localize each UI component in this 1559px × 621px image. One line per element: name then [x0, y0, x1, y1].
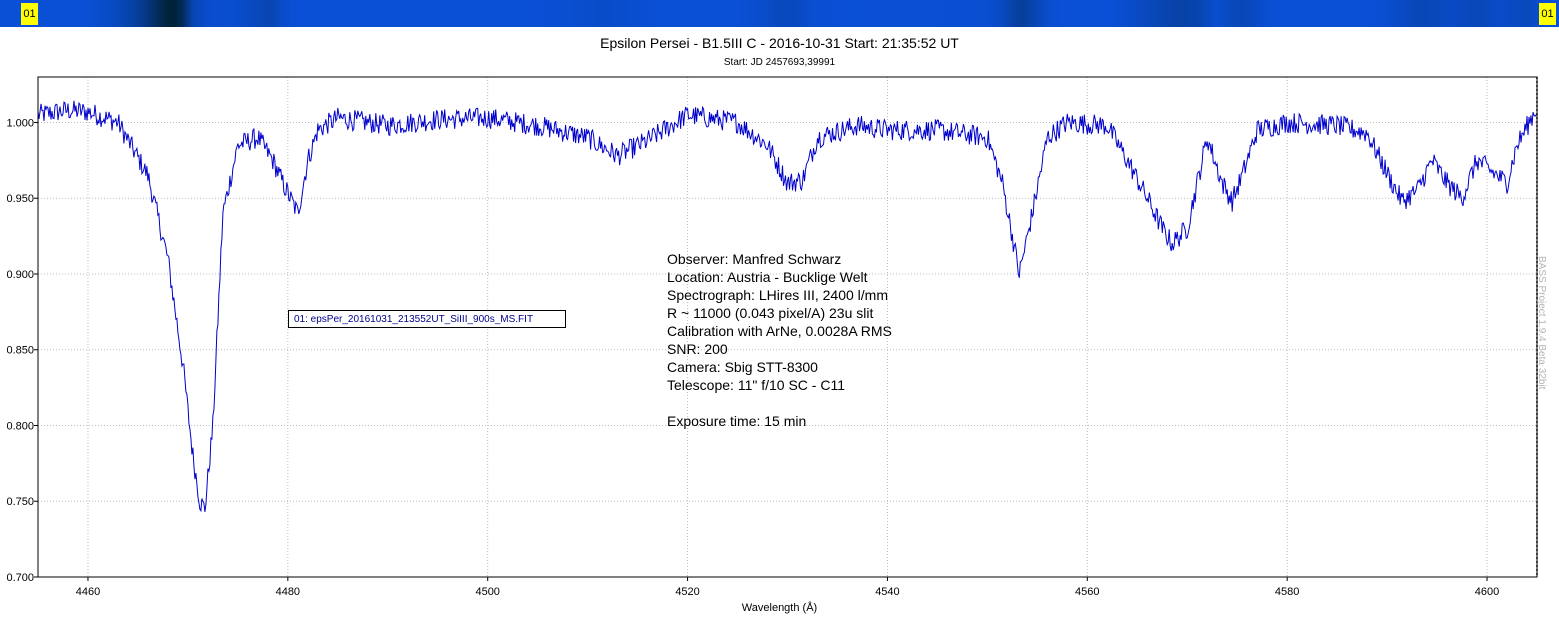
x-tick-label: 4520: [675, 586, 699, 598]
info-line: Telescope: 11" f/10 SC - C11: [667, 377, 845, 393]
x-axis-label: Wavelength (Å): [741, 602, 818, 614]
observation-info-block: Observer: Manfred Schwarz Location: Aust…: [667, 250, 892, 430]
y-tick-label: 0.800: [6, 420, 34, 432]
info-line: Exposure time: 15 min: [667, 413, 807, 429]
info-line: R ~ 11000 (0.043 pixel/A) 23u slit: [667, 305, 874, 321]
x-tick-label: 4480: [276, 586, 300, 598]
spectrum-index-badge-right: 01: [1539, 3, 1556, 25]
synthetic-spectrum-strip: [0, 0, 1559, 27]
x-tick-label: 4460: [76, 586, 100, 598]
info-line: Calibration with ArNe, 0.0028A RMS: [667, 323, 892, 339]
x-tick-label: 4540: [875, 586, 899, 598]
y-tick-label: 0.950: [6, 193, 34, 205]
x-tick-label: 4600: [1475, 586, 1499, 598]
x-tick-label: 4560: [1075, 586, 1099, 598]
axis-layer: 4460 4480 4500 4520 4540 4560 4580 4600 0.700 0.7…: [6, 117, 1499, 598]
chart-title: Epsilon Persei - B1.5III C - 2016-10-31 …: [600, 35, 959, 51]
info-line: Location: Austria - Bucklige Welt: [667, 269, 868, 285]
y-tick-label: 0.900: [6, 269, 34, 281]
legend-series-label[interactable]: 01: epsPer_20161031_213552UT_SiIII_900s_…: [288, 310, 566, 328]
chart-subtitle: Start: JD 2457693,39991: [723, 57, 836, 68]
series-layer: [37, 100, 1538, 513]
software-watermark: BASS Project 1.9.4 Beta 32bit: [1536, 256, 1547, 390]
y-tick-label: 0.850: [6, 345, 34, 357]
y-tick-label: 0.750: [6, 496, 34, 508]
spectrum-index-badge-left: 01: [21, 3, 38, 25]
spectrum-line: [37, 100, 1538, 513]
info-line: Observer: Manfred Schwarz: [667, 251, 842, 267]
y-tick-label: 0.700: [6, 572, 34, 584]
y-tick-label: 1.000: [6, 117, 34, 129]
info-line: [667, 394, 892, 412]
info-line: Spectrograph: LHires III, 2400 l/mm: [667, 287, 888, 303]
info-line: SNR: 200: [667, 341, 728, 357]
x-tick-label: 4500: [475, 586, 499, 598]
x-tick-label: 4580: [1275, 586, 1299, 598]
info-line: Camera: Sbig STT-8300: [667, 359, 818, 375]
